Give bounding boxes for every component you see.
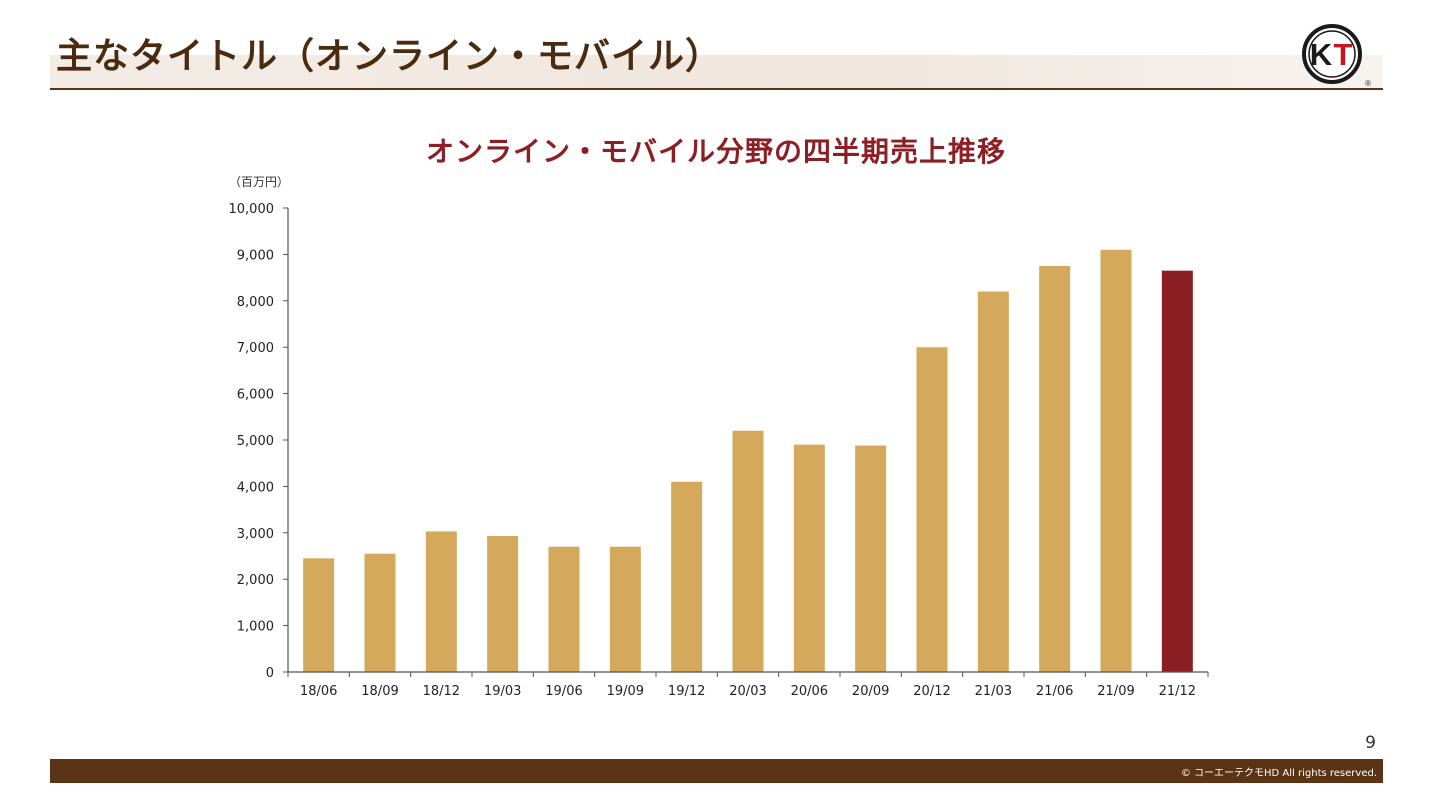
y-tick-label: 0 <box>266 666 274 681</box>
bar-21-06 <box>1039 266 1071 672</box>
x-axis: 18/06 18/09 18/12 19/03 19/06 19/09 19/12 20/03… <box>287 671 1209 699</box>
bar-19-06 <box>548 546 580 672</box>
x-tick-label: 19/09 <box>607 684 644 699</box>
y-tick-label: 3,000 <box>237 527 274 542</box>
x-tick-label: 18/12 <box>423 684 460 699</box>
bar-20-06 <box>793 444 825 672</box>
x-tick-label: 19/12 <box>668 684 705 699</box>
logo-letter-t: T <box>1334 37 1353 72</box>
company-logo: K T ® <box>1290 24 1376 88</box>
bar-21-12 <box>1161 270 1193 672</box>
x-tick-label: 20/06 <box>791 684 828 699</box>
chart-title: オンライン・モバイル分野の四半期売上推移 <box>425 135 1006 168</box>
x-tick-label: 21/09 <box>1097 684 1134 699</box>
x-tick-label: 20/09 <box>852 684 889 699</box>
x-tick-label: 21/03 <box>975 684 1012 699</box>
bar-21-09 <box>1100 249 1132 672</box>
copyright-text: © コーエーテクモHD All rights reserved. <box>1180 768 1377 779</box>
x-tick-label: 21/06 <box>1036 684 1073 699</box>
bar-20-09 <box>855 445 887 672</box>
y-tick-label: 2,000 <box>237 573 274 588</box>
bar-19-09 <box>609 546 641 672</box>
x-tick-label: 18/06 <box>300 684 337 699</box>
y-tick-label: 6,000 <box>237 388 274 403</box>
title-band <box>50 55 1383 89</box>
bar-21-03 <box>977 291 1009 672</box>
kt-logo-icon: K T ® <box>1302 24 1371 88</box>
y-tick-label: 1,000 <box>237 620 274 635</box>
logo-letter-k: K <box>1310 37 1333 72</box>
x-tick-label: 19/06 <box>545 684 582 699</box>
y-tick-label: 7,000 <box>237 341 274 356</box>
y-tick-label: 4,000 <box>237 480 274 495</box>
logo-registered-mark: ® <box>1365 79 1371 88</box>
x-tick-label: 18/09 <box>361 684 398 699</box>
y-tick-label: 5,000 <box>237 434 274 449</box>
footer-bar: © コーエーテクモHD All rights reserved. <box>50 759 1383 783</box>
x-tick-label: 20/03 <box>729 684 766 699</box>
bar-19-12 <box>671 481 703 672</box>
bar-20-03 <box>732 430 764 672</box>
bar-18-12 <box>425 531 457 672</box>
y-axis-unit-label: （百万円） <box>229 175 289 189</box>
title-rule <box>50 88 1383 90</box>
y-tick-label: 8,000 <box>237 295 274 310</box>
bar-19-03 <box>487 536 519 672</box>
bar-18-09 <box>364 553 396 672</box>
bar-series <box>303 249 1193 672</box>
slide-title: 主なタイトル（オンライン・モバイル） <box>56 36 723 77</box>
page-number: 9 <box>1365 733 1376 753</box>
x-tick-label: 20/12 <box>913 684 950 699</box>
bar-20-12 <box>916 347 948 672</box>
y-tick-label: 9,000 <box>237 248 274 263</box>
x-tick-label: 19/03 <box>484 684 521 699</box>
y-tick-label: 10,000 <box>229 202 275 217</box>
y-axis: 0 1,000 2,000 3,000 4,000 5,000 6,000 7,000 8,00… <box>229 202 289 681</box>
bar-18-06 <box>303 558 335 672</box>
x-tick-label: 21/12 <box>1159 684 1196 699</box>
